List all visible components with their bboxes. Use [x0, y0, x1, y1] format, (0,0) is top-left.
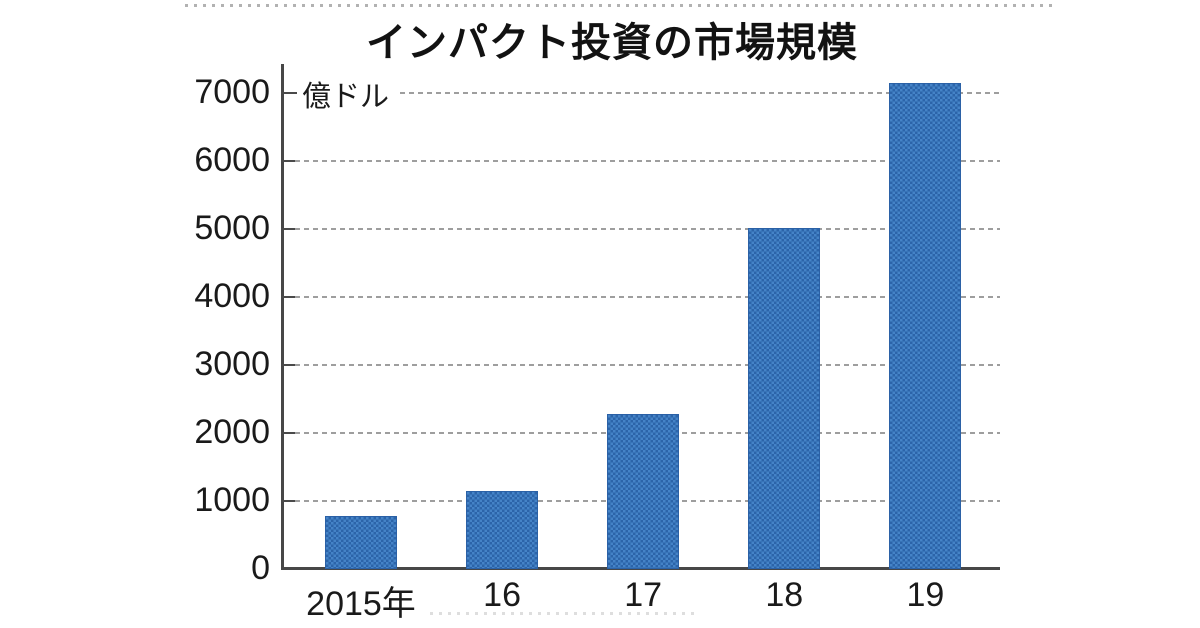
bar-18 — [748, 227, 821, 569]
y-axis-tick-label: 7000 — [194, 73, 270, 111]
bar-2015 — [325, 516, 397, 569]
x-axis-tick-label: 19 — [906, 576, 945, 614]
bar-16 — [466, 491, 539, 569]
y-tick-mark — [281, 92, 297, 94]
y-tick-mark — [281, 364, 297, 366]
gridline-6000 — [295, 160, 1000, 162]
y-axis-tick-label: 6000 — [194, 141, 270, 179]
y-tick-mark — [281, 432, 297, 434]
gridline-3000 — [295, 364, 1000, 366]
gridline-4000 — [295, 296, 1000, 298]
bar-19 — [889, 82, 962, 569]
y-tick-mark — [281, 160, 297, 162]
y-axis-tick-label: 0 — [251, 549, 270, 587]
y-axis-tick-label: 3000 — [194, 345, 270, 383]
y-tick-mark — [281, 296, 297, 298]
y-axis-unit-label: 億ドル — [302, 81, 390, 113]
chart-title: インパクト投資の市場規模 — [366, 21, 858, 65]
x-axis-tick-label: 18 — [765, 576, 804, 614]
gridline-5000 — [295, 228, 1000, 230]
top-dotted-rule — [185, 4, 1053, 7]
y-axis-tick-label: 5000 — [194, 209, 270, 247]
bar-17 — [607, 413, 680, 569]
y-axis-tick-label: 2000 — [194, 413, 270, 451]
y-axis-tick-label: 1000 — [194, 481, 270, 519]
x-axis-tick-label: 2015年 — [306, 585, 416, 623]
x-axis-tick-label: 17 — [624, 576, 663, 614]
y-tick-mark — [281, 500, 297, 502]
y-tick-mark — [281, 228, 297, 230]
x-axis-tick-label: 16 — [483, 576, 521, 614]
gridline-7000 — [400, 92, 1000, 94]
y-axis-line — [281, 64, 284, 569]
bottom-dotted-rule — [430, 612, 700, 615]
y-axis-tick-label: 4000 — [194, 277, 270, 315]
